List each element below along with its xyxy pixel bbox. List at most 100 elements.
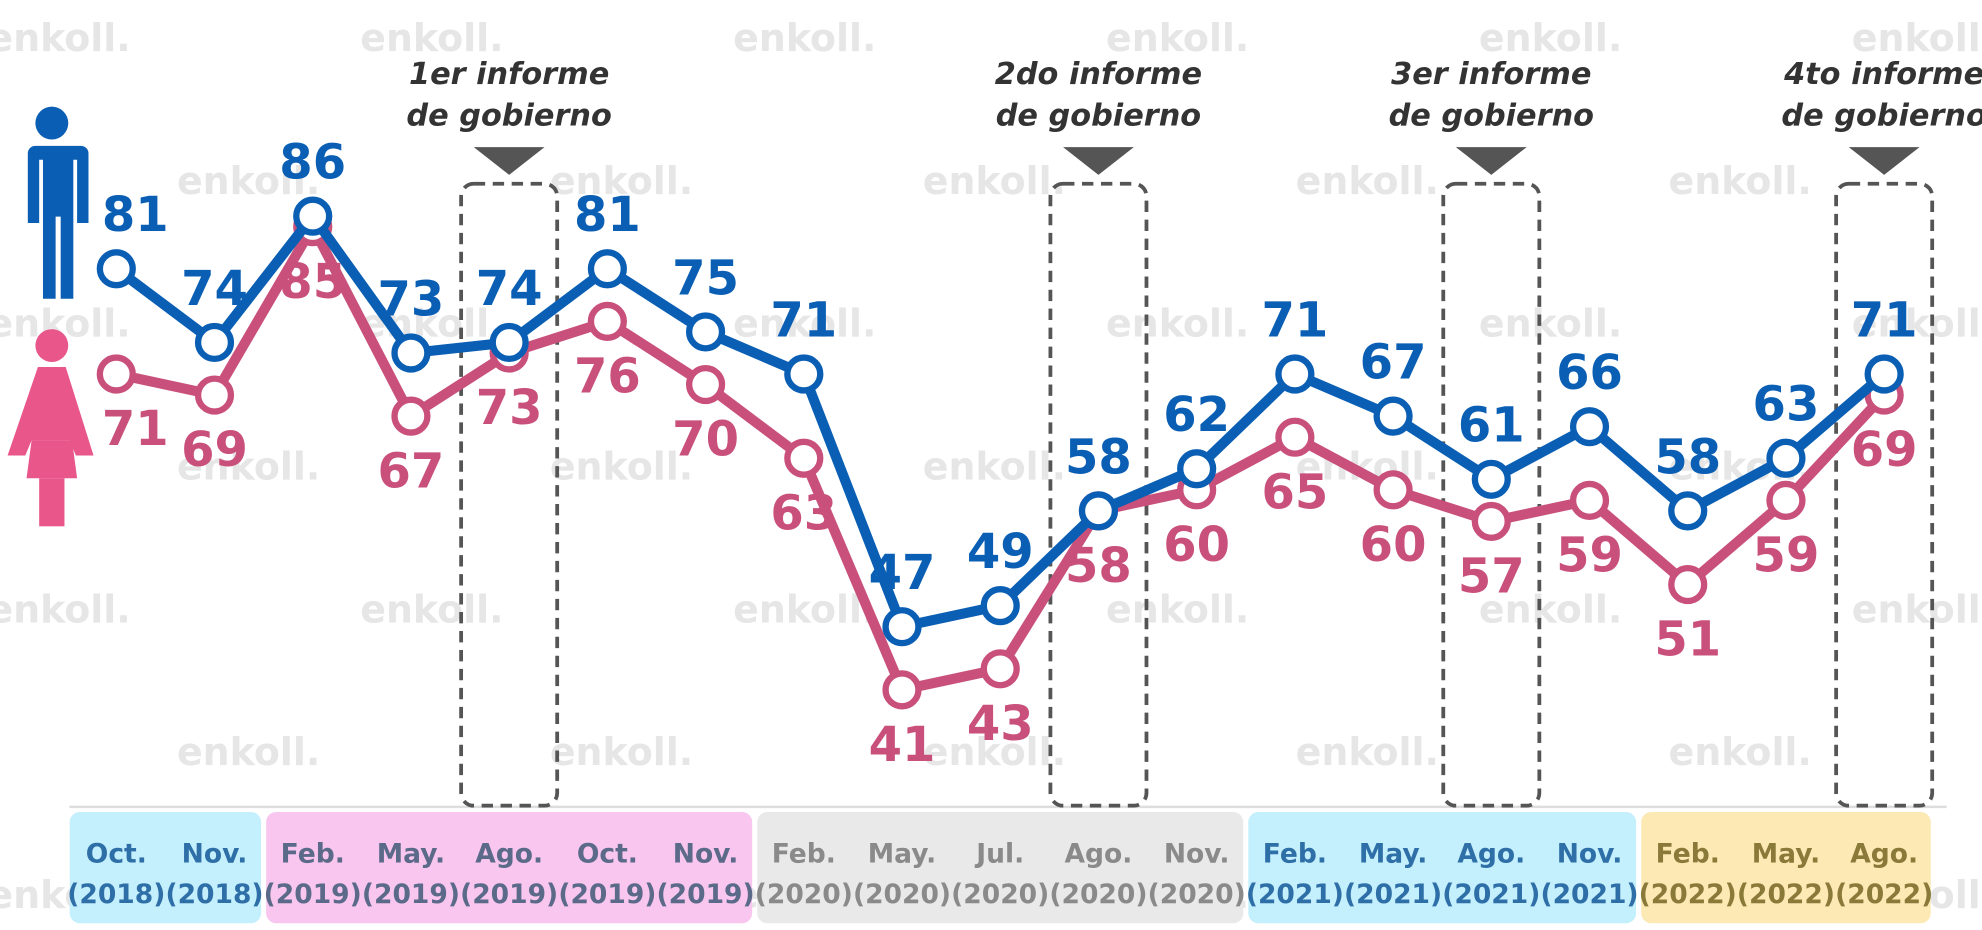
annotation: 2do informe xyxy=(995,57,1202,92)
marker xyxy=(784,438,824,478)
watermark: enkoll. xyxy=(0,587,131,631)
data-label: 71 xyxy=(1851,292,1918,348)
data-label: 51 xyxy=(1654,612,1721,668)
annotation-box xyxy=(1441,181,1542,808)
marker xyxy=(1275,417,1315,457)
x-tick-label: Jul. (2020) xyxy=(951,839,1049,910)
data-label: 81 xyxy=(102,187,169,243)
marker xyxy=(1864,354,1904,394)
annotation-box xyxy=(1834,181,1935,808)
x-tick-label: Feb. (2021) xyxy=(1246,839,1344,910)
data-label: 67 xyxy=(378,443,445,499)
marker xyxy=(194,322,235,363)
x-tick-label: May. (2021) xyxy=(1344,839,1442,910)
data-label: 74 xyxy=(181,261,248,317)
x-tick-label: Ago. (2021) xyxy=(1442,839,1540,910)
year-band xyxy=(1641,811,1931,924)
data-label: 71 xyxy=(102,401,169,457)
data-label: 76 xyxy=(574,349,641,405)
marker xyxy=(784,354,824,394)
year-band xyxy=(266,811,753,924)
marker xyxy=(1177,449,1217,489)
x-tick-label: May. (2022) xyxy=(1737,839,1835,910)
marker xyxy=(1078,491,1119,531)
marker xyxy=(685,312,726,352)
x-tick-label: May. (2020) xyxy=(853,839,951,910)
annotation: 3er informe xyxy=(1391,57,1591,92)
data-label: 74 xyxy=(476,261,543,317)
data-label: 65 xyxy=(1261,464,1328,520)
annotation: de gobierno xyxy=(1389,99,1594,134)
data-label: 60 xyxy=(1163,517,1230,573)
x-tick-label: Ago. (2022) xyxy=(1835,839,1933,910)
marker xyxy=(1275,354,1315,394)
watermark: enkoll. xyxy=(177,730,320,774)
watermark: enkoll. xyxy=(1479,302,1622,346)
watermark: enkoll. xyxy=(550,445,693,489)
data-label: 69 xyxy=(181,422,248,478)
marker xyxy=(1766,438,1806,478)
watermark: enkoll. xyxy=(1479,16,1622,60)
watermark: enkoll. xyxy=(1296,159,1439,203)
data-label: 47 xyxy=(869,545,936,601)
data-label: 58 xyxy=(1065,538,1132,594)
annotation: de gobierno xyxy=(1781,99,1982,134)
annotation: 1er informe xyxy=(409,57,609,92)
data-label: 63 xyxy=(1753,377,1820,433)
watermark: enkoll. xyxy=(1852,16,1982,60)
marker xyxy=(194,375,235,415)
annotation-arrow xyxy=(473,147,545,175)
year-band xyxy=(1248,811,1637,924)
x-tick-label: Ago. (2019) xyxy=(460,839,558,910)
data-label: 75 xyxy=(672,250,739,306)
watermark: enkoll. xyxy=(1296,730,1439,774)
data-label: 58 xyxy=(1654,429,1721,485)
marker xyxy=(587,301,627,341)
watermark: enkoll. xyxy=(1669,730,1812,774)
annotation-box xyxy=(459,181,560,808)
x-tick-label: Oct. (2019) xyxy=(558,839,656,910)
watermark: enkoll. xyxy=(550,730,693,774)
x-tick-label: Oct. (2018) xyxy=(67,839,165,910)
watermark: enkoll. xyxy=(0,16,131,60)
watermark: enkoll. xyxy=(733,16,876,60)
annotation: 4to informe xyxy=(1783,57,1982,92)
watermark: enkoll. xyxy=(177,159,320,203)
marker xyxy=(96,249,136,289)
marker xyxy=(391,333,431,373)
x-tick-label: Ago. (2020) xyxy=(1049,839,1147,910)
marker xyxy=(1471,459,1511,499)
watermark: enkoll. xyxy=(177,445,320,489)
data-label: 41 xyxy=(869,717,936,773)
marker xyxy=(1373,470,1413,510)
x-tick-label: Feb. (2019) xyxy=(264,839,362,910)
watermark: enkoll. xyxy=(360,587,503,631)
x-tick-label: Nov. (2019) xyxy=(657,839,755,910)
data-label: 57 xyxy=(1458,549,1525,605)
watermark: enkoll. xyxy=(1479,587,1622,631)
watermark: enkoll. xyxy=(1106,302,1249,346)
watermark: enkoll. xyxy=(1852,302,1982,346)
data-label: 81 xyxy=(574,187,641,243)
year-band xyxy=(757,811,1244,924)
x-tick-label: Feb. (2020) xyxy=(755,839,853,910)
marker xyxy=(1471,501,1511,542)
data-label: 49 xyxy=(967,524,1034,580)
data-label: 70 xyxy=(672,412,739,468)
data-label: 62 xyxy=(1163,387,1230,443)
marker xyxy=(882,607,922,647)
data-label: 73 xyxy=(378,271,445,327)
data-label: 71 xyxy=(770,292,837,348)
man-icon xyxy=(22,106,89,299)
data-label: 73 xyxy=(476,380,543,436)
data-label: 69 xyxy=(1851,422,1918,478)
marker xyxy=(882,670,922,710)
annotation: de gobierno xyxy=(406,99,611,134)
data-label: 59 xyxy=(1556,528,1623,584)
marker xyxy=(293,196,333,236)
watermark: enkoll. xyxy=(923,730,1066,774)
data-label: 43 xyxy=(967,696,1034,752)
data-label: 66 xyxy=(1556,345,1623,401)
watermark: enkoll. xyxy=(1852,587,1982,631)
